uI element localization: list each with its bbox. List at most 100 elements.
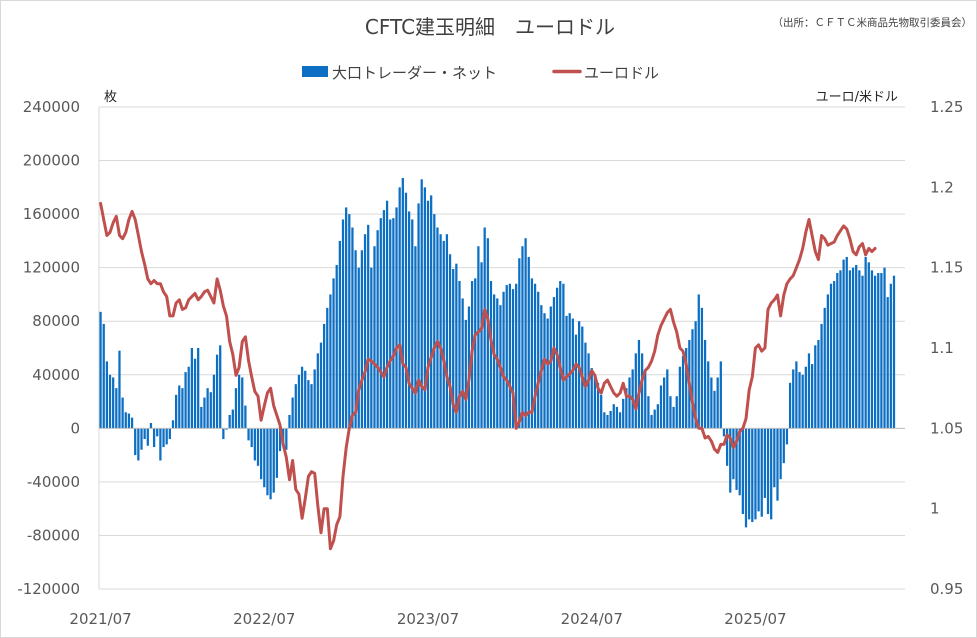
bar	[294, 384, 297, 429]
bar	[341, 219, 345, 429]
bar	[219, 345, 222, 429]
bar	[215, 354, 219, 429]
bar	[845, 256, 848, 429]
bar	[439, 234, 442, 429]
left-tick-label: 200000	[23, 152, 80, 170]
bar	[373, 246, 376, 429]
bar	[489, 281, 493, 429]
right-tick-label: 1.1	[930, 339, 954, 357]
bar	[823, 307, 826, 429]
bar	[266, 428, 269, 496]
bar	[612, 404, 615, 429]
bar	[423, 187, 426, 429]
bar	[360, 250, 364, 429]
bar	[751, 428, 754, 523]
bar	[748, 428, 751, 520]
bar	[618, 412, 622, 429]
bar	[571, 318, 574, 429]
bar	[143, 428, 146, 440]
bar	[625, 388, 628, 429]
bar	[165, 428, 168, 445]
left-tick-label: 160000	[23, 205, 80, 223]
bar	[326, 307, 329, 429]
bar	[694, 321, 697, 429]
bar	[209, 392, 212, 429]
bar	[329, 294, 332, 429]
right-tick-label: 1.2	[930, 178, 954, 196]
bar	[433, 214, 436, 429]
bar	[640, 353, 644, 429]
left-tick-label: 80000	[32, 312, 80, 330]
bar	[181, 388, 184, 429]
bar	[411, 219, 414, 429]
bar	[322, 323, 326, 429]
bar	[703, 339, 707, 429]
bar	[600, 394, 603, 429]
bar	[697, 294, 700, 429]
bar	[319, 342, 323, 429]
legend: 大口トレーダー・ネット ユーロドル	[302, 64, 659, 82]
x-tick-label: 2025/07	[724, 610, 786, 628]
bar	[474, 278, 477, 429]
bar	[760, 428, 763, 517]
bar	[272, 428, 275, 493]
bar	[275, 428, 279, 478]
bar	[237, 374, 241, 429]
left-tick-label: 0	[70, 419, 80, 437]
bar	[370, 267, 373, 429]
bar	[889, 283, 892, 429]
bar	[713, 390, 716, 429]
bar	[870, 270, 874, 429]
bar	[351, 227, 354, 429]
right-axis-unit: ユーロ/米ドル	[816, 90, 898, 105]
bar	[426, 200, 430, 429]
chart-title: CFTC建玉明細 ユーロドル	[365, 15, 615, 39]
bar	[848, 270, 852, 429]
bar	[596, 382, 600, 429]
bar	[212, 374, 216, 429]
bar	[562, 283, 565, 429]
bar	[587, 353, 590, 429]
bar	[873, 275, 877, 429]
bar	[810, 364, 814, 429]
bar	[200, 406, 203, 429]
bar	[725, 428, 729, 466]
left-tick-label: 120000	[23, 259, 80, 277]
bar	[880, 273, 883, 429]
bar	[867, 262, 870, 429]
bar	[108, 374, 112, 429]
bar	[407, 211, 411, 429]
bar	[546, 318, 549, 429]
bar	[297, 374, 301, 429]
bar	[833, 281, 836, 429]
bar	[417, 203, 420, 429]
bar	[826, 294, 829, 429]
bar	[543, 313, 546, 429]
bar	[773, 428, 776, 488]
bar	[395, 207, 398, 429]
legend-line-label: ユーロドル	[584, 64, 659, 82]
bar	[779, 428, 782, 480]
bar	[338, 240, 341, 429]
bar	[313, 369, 316, 429]
bar	[754, 428, 757, 520]
bar	[722, 428, 726, 437]
legend-bar-swatch	[302, 66, 328, 77]
bar	[464, 319, 467, 429]
bar	[650, 414, 653, 429]
bar	[260, 428, 263, 480]
bar	[653, 409, 656, 429]
bar	[788, 382, 792, 429]
bar	[685, 348, 688, 429]
bar	[307, 380, 310, 429]
bar	[156, 428, 159, 437]
bar	[533, 283, 537, 429]
bar	[354, 250, 357, 429]
bar	[335, 264, 338, 429]
bar	[401, 177, 404, 429]
bar	[228, 414, 231, 429]
bar	[511, 289, 515, 429]
bar	[578, 321, 581, 429]
bar	[269, 428, 272, 500]
bar	[178, 385, 181, 429]
